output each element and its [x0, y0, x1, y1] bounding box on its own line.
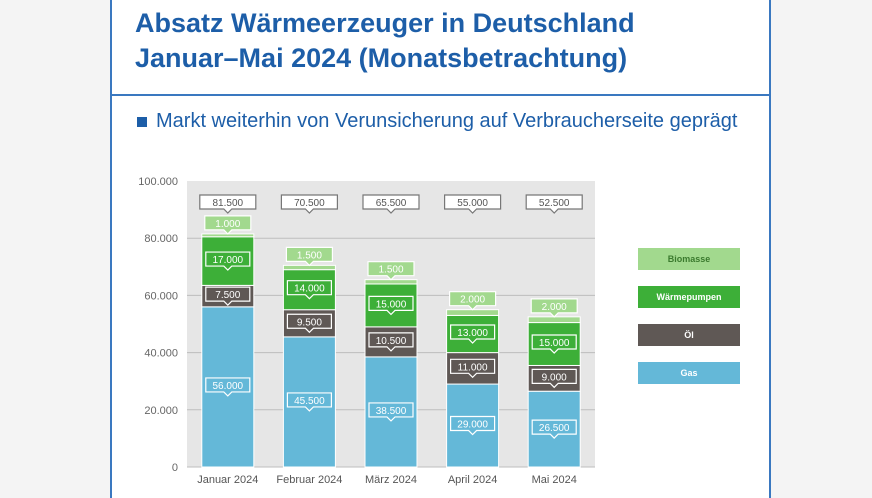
svg-text:13.000: 13.000	[457, 328, 488, 339]
svg-text:1.000: 1.000	[215, 219, 240, 230]
data-label: 9.500	[286, 313, 332, 334]
legend-item-gas: Gas	[638, 362, 740, 384]
data-label: 9.000	[531, 368, 577, 389]
svg-text:81.500: 81.500	[213, 198, 244, 209]
data-label: 2.000	[530, 298, 578, 318]
data-label: 2.000	[449, 291, 497, 311]
y-tick-label: 80.000	[144, 233, 178, 245]
data-label: 15.000	[368, 295, 414, 316]
x-tick-label: Mai 2024	[532, 474, 577, 486]
bar-segment-biomasse	[446, 309, 500, 316]
svg-text:55.000: 55.000	[457, 198, 488, 209]
data-label: 15.000	[531, 334, 577, 354]
svg-text:26.500: 26.500	[539, 423, 570, 434]
svg-text:11.000: 11.000	[458, 362, 488, 373]
svg-text:14.000: 14.000	[294, 284, 325, 295]
total-label: 65.500	[362, 194, 420, 214]
legend-item-biomasse: Biomasse	[638, 248, 740, 270]
svg-text:65.500: 65.500	[376, 198, 407, 209]
svg-text:38.500: 38.500	[376, 406, 407, 417]
svg-text:29.000: 29.000	[457, 420, 488, 431]
data-label: 26.500	[531, 419, 577, 439]
data-label: 1.500	[367, 261, 415, 281]
y-tick-label: 0	[172, 462, 178, 474]
legend-item-wärmepumpen: Wärmepumpen	[638, 286, 740, 308]
x-tick-label: März 2024	[365, 474, 417, 486]
svg-text:17.000: 17.000	[213, 255, 244, 266]
svg-text:15.000: 15.000	[539, 338, 570, 349]
legend-item-öl: Öl	[638, 324, 740, 346]
data-label: 13.000	[450, 324, 496, 344]
svg-text:15.000: 15.000	[376, 299, 407, 310]
total-label: 52.500	[525, 194, 583, 214]
page-title: Absatz Wärmeerzeuger in Deutschland Janua…	[135, 8, 635, 73]
subtitle: Markt weiterhin von Verunsicherung auf V…	[137, 110, 737, 133]
svg-text:70.500: 70.500	[294, 198, 325, 209]
svg-text:9.000: 9.000	[542, 372, 567, 383]
total-label: 81.500	[199, 194, 257, 214]
svg-text:9.500: 9.500	[297, 317, 322, 328]
svg-text:52.500: 52.500	[539, 198, 570, 209]
y-tick-label: 20.000	[144, 405, 178, 417]
svg-text:56.000: 56.000	[213, 381, 244, 392]
svg-text:7.500: 7.500	[215, 290, 240, 301]
data-label: 14.000	[286, 280, 332, 300]
data-label: 38.500	[368, 402, 414, 422]
data-label: 45.500	[286, 392, 332, 412]
x-tick-label: Februar 2024	[276, 474, 342, 486]
data-label: 56.000	[205, 377, 251, 397]
svg-text:45.500: 45.500	[294, 396, 325, 407]
total-label: 55.000	[444, 194, 502, 214]
svg-text:2.000: 2.000	[542, 302, 567, 313]
data-label: 29.000	[450, 415, 496, 436]
data-label: 11.000	[450, 358, 496, 379]
total-label: 70.500	[280, 194, 338, 214]
svg-text:1.500: 1.500	[378, 265, 403, 276]
divider	[110, 94, 771, 96]
data-label: 17.000	[205, 251, 251, 271]
bar-segment-biomasse	[527, 316, 581, 324]
x-tick-label: Januar 2024	[197, 474, 258, 486]
data-label: 1.500	[285, 246, 333, 267]
subtitle-text: Markt weiterhin von Verunsicherung auf V…	[156, 110, 738, 132]
y-tick-label: 60.000	[144, 290, 178, 302]
data-label: 7.500	[205, 286, 251, 306]
x-tick-label: April 2024	[448, 474, 498, 486]
y-tick-label: 40.000	[144, 348, 178, 360]
svg-text:2.000: 2.000	[460, 295, 485, 306]
y-tick-label: 100.000	[138, 176, 178, 188]
data-label: 1.000	[204, 215, 252, 235]
svg-text:1.500: 1.500	[297, 250, 322, 261]
bullet-icon	[137, 116, 147, 127]
svg-text:10.500: 10.500	[376, 336, 407, 347]
data-label: 10.500	[368, 332, 414, 352]
